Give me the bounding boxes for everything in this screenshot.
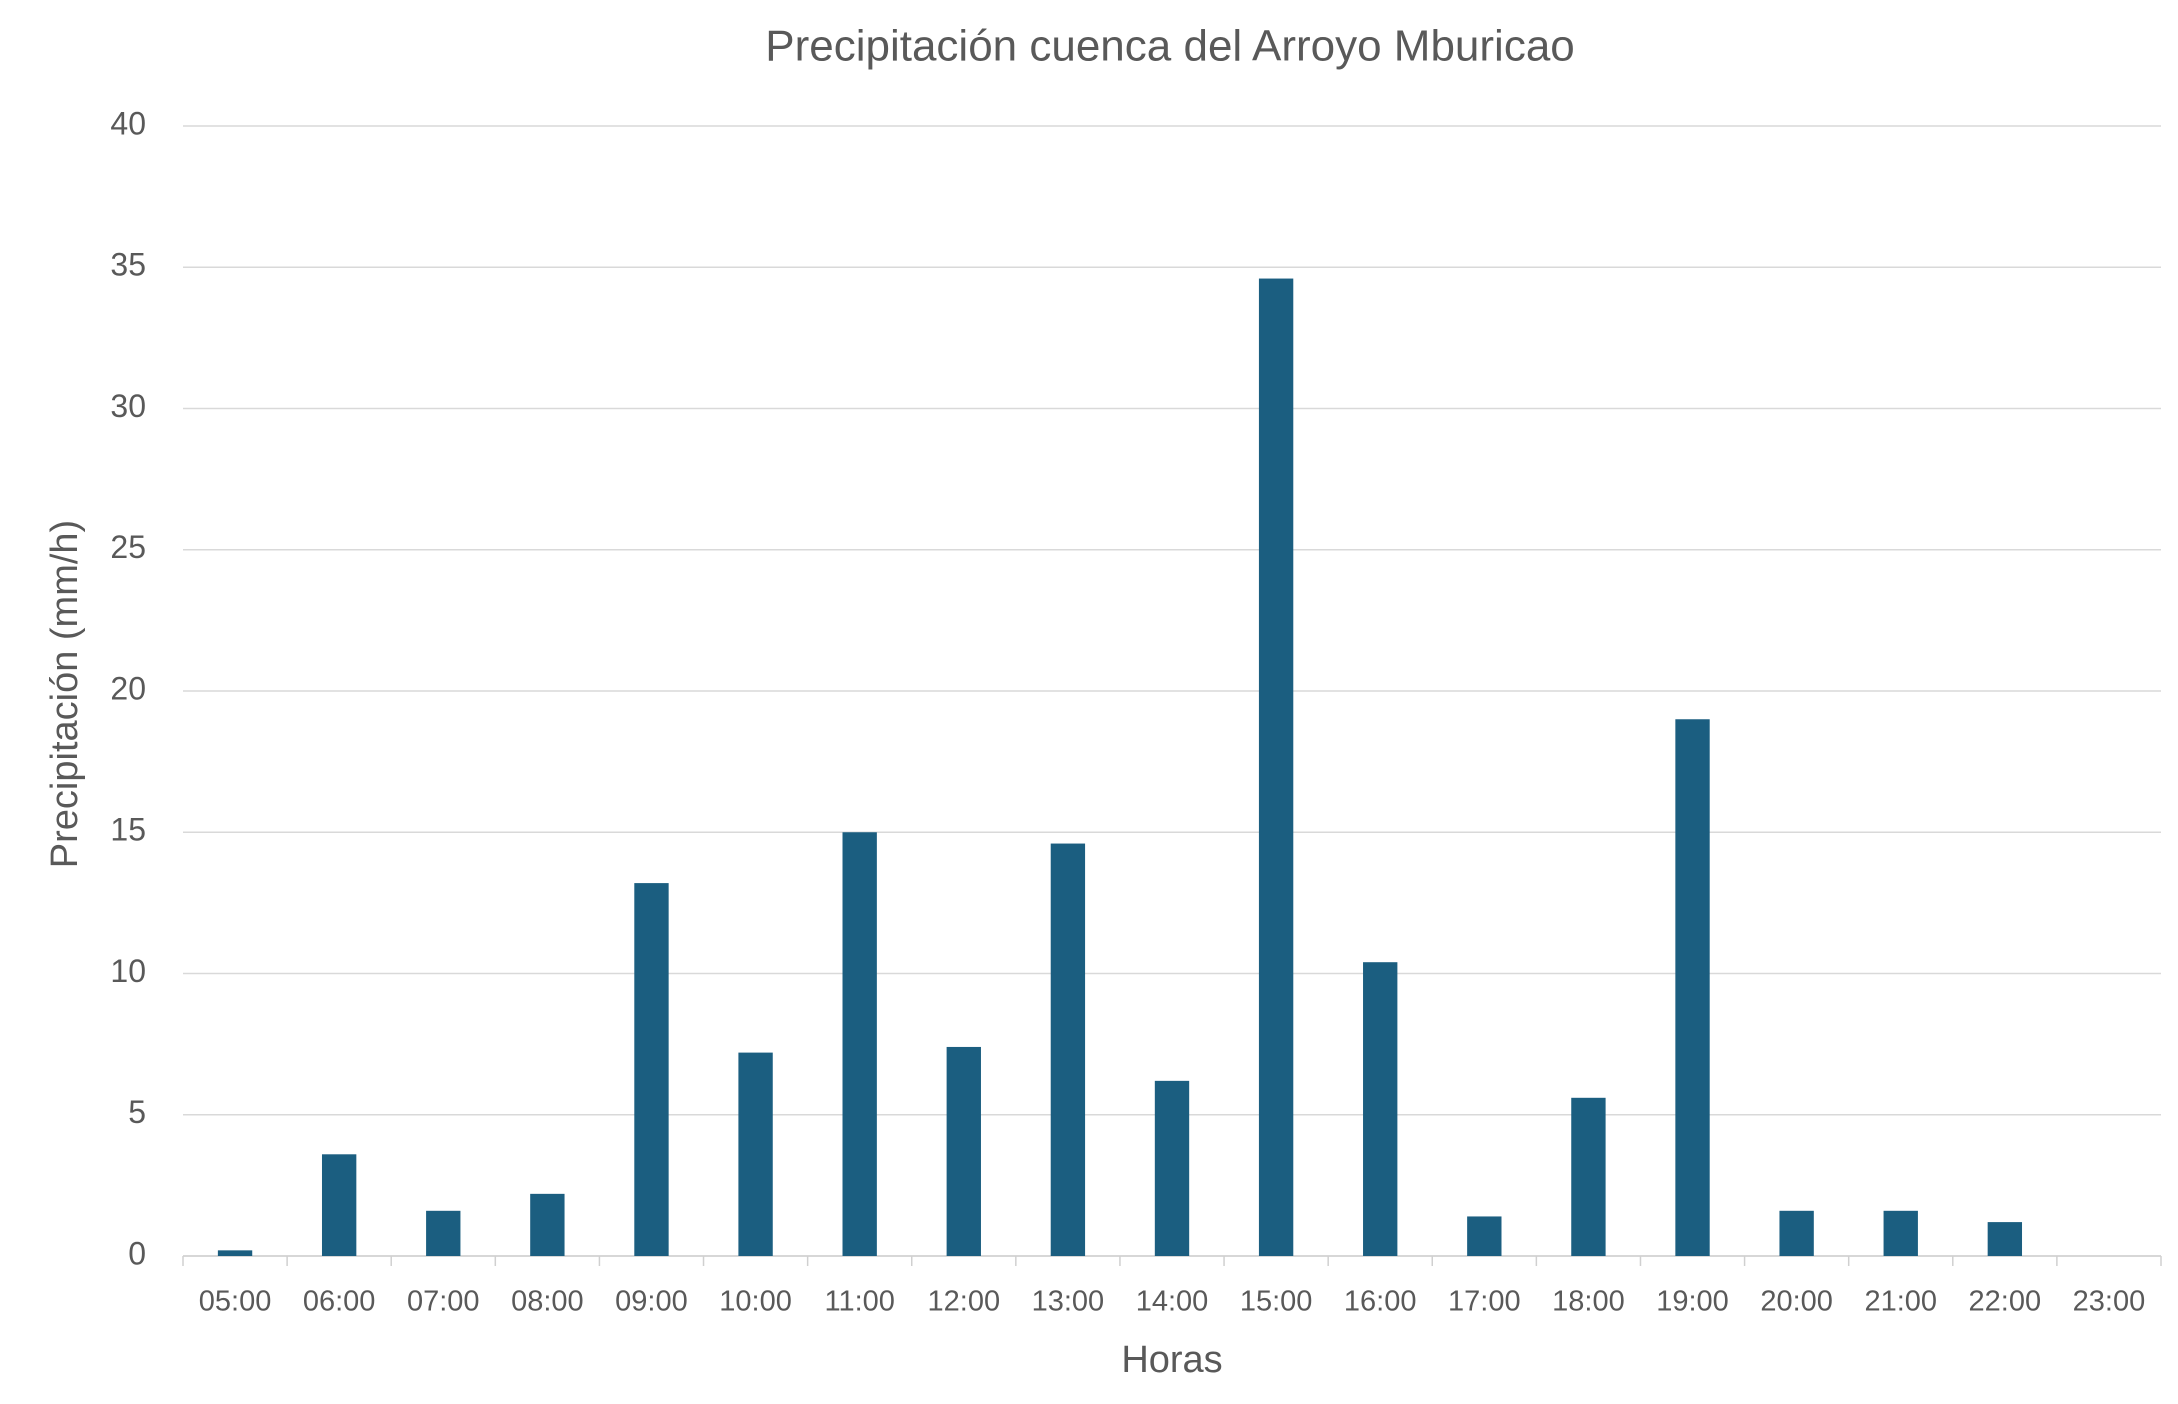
y-tick-label: 0 [128, 1235, 146, 1271]
x-tick-label: 05:00 [199, 1286, 272, 1318]
bar [1987, 1222, 2023, 1256]
bar [1154, 1080, 1190, 1256]
x-tick-label: 13:00 [1032, 1286, 1105, 1318]
y-axis-title: Precipitación (mm/h) [44, 520, 86, 868]
y-tick-label: 40 [110, 105, 146, 141]
y-tick-label: 15 [110, 812, 146, 848]
bar [530, 1193, 565, 1256]
x-tick-label: 07:00 [407, 1286, 480, 1318]
y-tick-label: 30 [110, 388, 146, 424]
y-tick-label: 25 [110, 529, 146, 565]
x-tick-label: 16:00 [1344, 1286, 1417, 1318]
x-tick-label: 21:00 [1864, 1286, 1937, 1318]
bar [1467, 1216, 1502, 1256]
x-tick-label: 19:00 [1656, 1286, 1729, 1318]
bar [738, 1052, 773, 1256]
bar [946, 1046, 981, 1256]
bar [842, 832, 877, 1256]
bar [634, 883, 669, 1256]
bar [1363, 962, 1398, 1256]
chart-title: Precipitación cuenca del Arroyo Mburicao [765, 22, 1575, 71]
x-tick-label: 23:00 [2073, 1286, 2146, 1318]
bar [1779, 1210, 1814, 1256]
bar [321, 1154, 357, 1256]
bar [1050, 843, 1086, 1256]
x-tick-label: 11:00 [824, 1286, 894, 1318]
bar [217, 1250, 253, 1256]
x-tick-label: 18:00 [1552, 1286, 1625, 1318]
x-tick-label: 12:00 [928, 1286, 1001, 1318]
x-tick-label: 20:00 [1760, 1286, 1833, 1318]
x-tick-label: 08:00 [511, 1286, 584, 1318]
bar [426, 1210, 461, 1256]
y-tick-label: 20 [110, 670, 146, 706]
x-tick-label: 09:00 [615, 1286, 688, 1318]
bar [1883, 1210, 1918, 1256]
x-tick-label: 17:00 [1448, 1286, 1521, 1318]
y-tick-label: 10 [110, 953, 146, 989]
x-tick-label: 14:00 [1136, 1286, 1209, 1318]
y-tick-label: 35 [110, 247, 146, 283]
x-tick-label: 15:00 [1240, 1286, 1313, 1318]
x-tick-label: 10:00 [719, 1286, 792, 1318]
y-tick-label: 5 [128, 1094, 146, 1130]
x-tick-label: 22:00 [1969, 1286, 2042, 1318]
x-axis-title: Horas [1121, 1339, 1222, 1381]
bar [1675, 719, 1710, 1256]
bar [1571, 1097, 1606, 1256]
bar [1258, 278, 1294, 1256]
x-tick-label: 06:00 [303, 1286, 376, 1318]
